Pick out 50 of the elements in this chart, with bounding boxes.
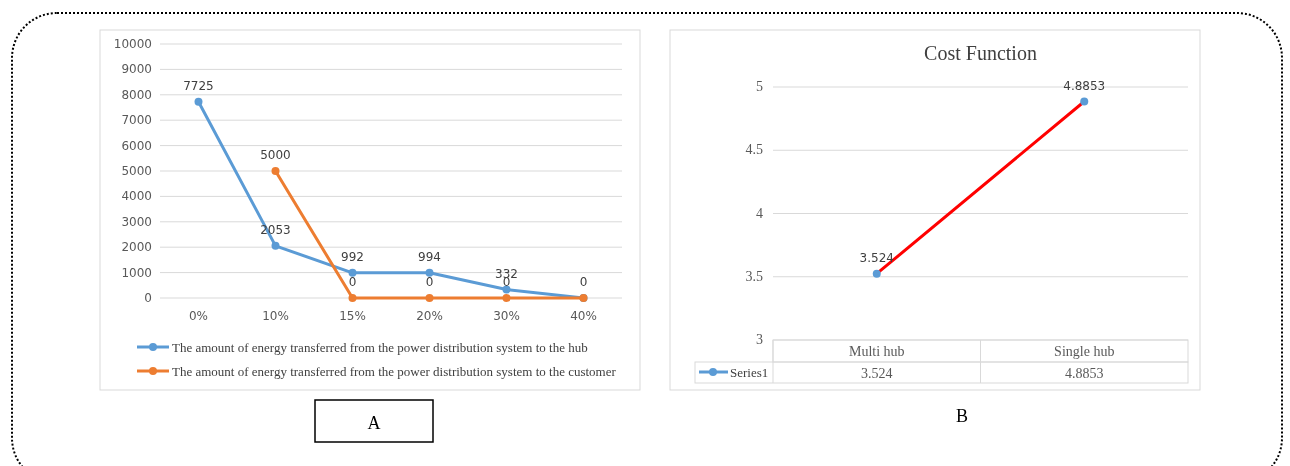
y-tick-label: 2000 bbox=[121, 240, 152, 255]
y-tick-label: 0 bbox=[144, 291, 152, 305]
point bbox=[425, 294, 434, 302]
x-tick-label: 10% bbox=[262, 309, 289, 323]
data-label: 3.524 bbox=[859, 250, 894, 265]
point bbox=[502, 294, 511, 302]
x-tick-label: 0% bbox=[188, 309, 209, 323]
point bbox=[271, 241, 280, 250]
text: 4.8853 bbox=[1065, 366, 1104, 381]
y-tick-label: 6000 bbox=[121, 138, 152, 153]
point bbox=[348, 294, 357, 302]
x-tick-label: 30% bbox=[493, 309, 520, 323]
y-tick-label: 9000 bbox=[121, 62, 152, 77]
x-tick-label: 40% bbox=[570, 309, 597, 323]
text: 3.524 bbox=[861, 366, 893, 381]
point bbox=[194, 97, 203, 106]
data-label: 7725 bbox=[183, 78, 214, 93]
data-label: 994 bbox=[418, 249, 441, 264]
y-tick-label: 10000 bbox=[113, 37, 152, 51]
text: B bbox=[955, 406, 969, 426]
chart-title: Cost Function bbox=[924, 42, 1037, 64]
data-label: 5000 bbox=[260, 148, 291, 162]
y-tick-label: 5000 bbox=[121, 164, 152, 178]
point bbox=[348, 268, 357, 277]
point bbox=[425, 268, 434, 277]
y-tick-label: 4.5 bbox=[745, 142, 763, 158]
text: A bbox=[367, 413, 381, 433]
y-tick-label: 7000 bbox=[121, 113, 152, 128]
x-tick-label: Single hub bbox=[1054, 344, 1115, 359]
y-tick-label: 8000 bbox=[121, 87, 152, 102]
y-tick-label: 4 bbox=[756, 205, 763, 221]
y-tick-label: 3.5 bbox=[745, 268, 763, 284]
point bbox=[271, 167, 280, 175]
legend-label: The amount of energy transferred from the power distribution system to the customer bbox=[172, 364, 617, 379]
legend-label: The amount of energy transferred from the power distribution system to the hub bbox=[172, 340, 588, 355]
y-tick-label: 3000 bbox=[121, 214, 152, 229]
y-tick-label: 3 bbox=[756, 332, 763, 347]
data-label: 0 bbox=[579, 275, 588, 289]
point bbox=[502, 285, 511, 294]
x-tick-label: 20% bbox=[416, 309, 443, 323]
data-label: 992 bbox=[341, 249, 364, 264]
y-tick-label: 1000 bbox=[121, 265, 152, 280]
data-label: 0 bbox=[348, 275, 357, 289]
data-label: 0 bbox=[425, 275, 434, 289]
x-tick-label: 15% bbox=[339, 309, 366, 323]
y-tick-label: 5 bbox=[756, 79, 763, 94]
x-tick-label: Multi hub bbox=[848, 344, 905, 359]
y-tick-label: 4000 bbox=[121, 189, 152, 204]
data-label: 4.8853 bbox=[1063, 78, 1106, 93]
legend-label: Series1 bbox=[730, 365, 769, 380]
